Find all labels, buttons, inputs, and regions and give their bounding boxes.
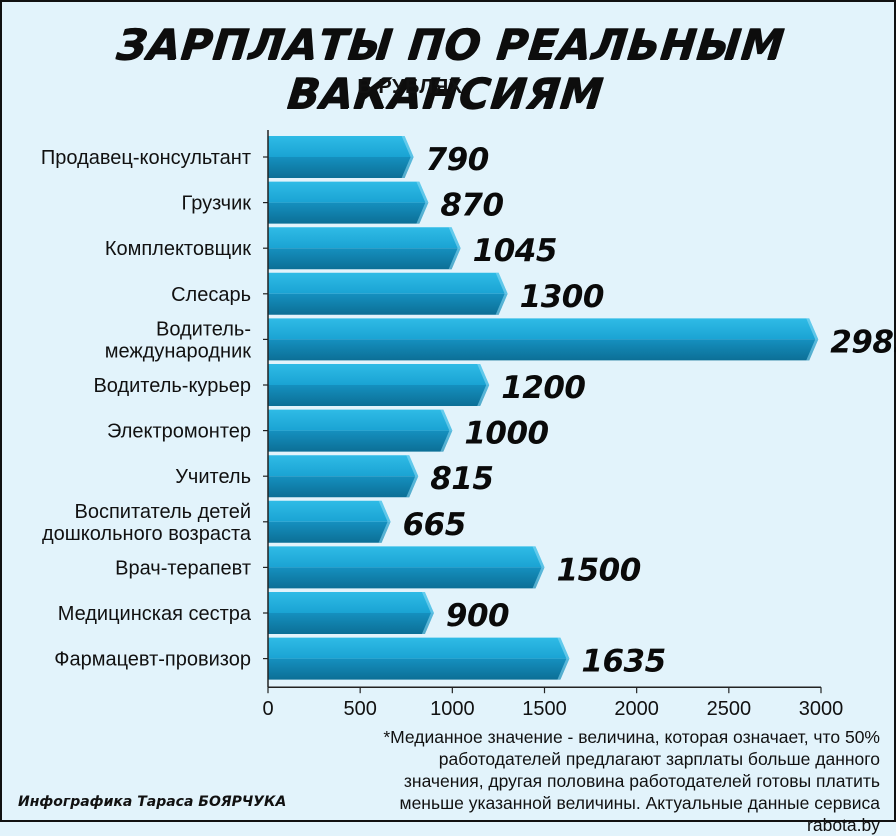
- bar-edge-highlight: [495, 272, 508, 315]
- category-label: Врач-терапевт: [115, 557, 251, 579]
- bar-top-face: [268, 227, 461, 249]
- category-label: Электромонтер: [107, 421, 251, 443]
- bar-top-face: [268, 455, 419, 477]
- author-credit: Инфографика Тараса БОЯРЧУКА: [18, 794, 287, 810]
- bar: [268, 227, 461, 270]
- category-label: Водитель-курьер: [93, 375, 251, 397]
- category-label: дошкольного возраста: [42, 523, 252, 545]
- x-tick-label: 1500: [522, 698, 567, 720]
- category-label: Учитель: [175, 466, 251, 488]
- bar-value-label: 1500: [557, 552, 641, 588]
- bar-bottom-face: [268, 202, 429, 224]
- bar: [268, 181, 429, 224]
- x-tick-label: 500: [343, 698, 376, 720]
- bar-bottom-face: [268, 385, 490, 406]
- bar-top-face: [268, 500, 391, 522]
- bar-bottom-face: [268, 430, 453, 452]
- bar-edge-highlight: [421, 592, 434, 634]
- bar-edge-highlight: [440, 409, 453, 452]
- bar-top-face: [268, 318, 819, 340]
- bar: [268, 500, 391, 543]
- bar-edge-highlight: [401, 136, 414, 178]
- category-label: Медицинская сестра: [58, 603, 252, 625]
- bar-bottom-face: [268, 613, 434, 634]
- bar-edge-highlight: [416, 181, 429, 224]
- bar-top-face: [268, 272, 508, 294]
- x-tick-label: 2000: [614, 698, 659, 720]
- bar: [268, 409, 453, 452]
- category-label: Комплектовщик: [105, 238, 251, 260]
- bar-top-face: [268, 409, 453, 431]
- bar-value-label: 1200: [501, 370, 585, 406]
- chart-subtitle: В РУБЛЯХ: [357, 76, 463, 98]
- bar-value-label: 1000: [464, 416, 548, 452]
- bar: [268, 637, 570, 680]
- x-tick-label: 0: [262, 698, 273, 720]
- bar: [268, 455, 419, 498]
- bar-top-face: [268, 546, 545, 568]
- x-tick-label: 2500: [707, 698, 752, 720]
- bar: [268, 318, 819, 361]
- bar-value-label: 1635: [581, 644, 665, 680]
- bar-bottom-face: [268, 521, 391, 543]
- bar-bottom-face: [268, 476, 419, 498]
- bar-bottom-face: [268, 567, 545, 589]
- bar-bottom-face: [268, 339, 819, 361]
- bar-value-label: 665: [403, 507, 466, 543]
- bar: [268, 272, 508, 315]
- bar-bottom-face: [268, 248, 461, 270]
- footnote: *Медианное значение - величина, которая …: [383, 727, 880, 835]
- bar-edge-highlight: [806, 318, 819, 361]
- bar-value-label: 1300: [520, 279, 604, 315]
- bar-value-label: 790: [426, 142, 489, 178]
- category-label: Воспитатель детей: [75, 501, 251, 523]
- bar-edge-highlight: [557, 637, 570, 680]
- bar-value-label: 900: [446, 598, 509, 634]
- bar-value-label: 870: [440, 188, 503, 224]
- bar-edge-highlight: [448, 227, 461, 270]
- category-label: Грузчик: [182, 193, 252, 215]
- category-label: Водитель-: [156, 318, 251, 340]
- bar-bottom-face: [268, 157, 414, 178]
- bar-edge-highlight: [406, 455, 419, 498]
- bar-top-face: [268, 136, 414, 157]
- bar: [268, 136, 414, 178]
- bar-top-face: [268, 364, 490, 385]
- x-tick-label: 3000: [799, 698, 844, 720]
- bar-top-face: [268, 181, 429, 203]
- bar-edge-highlight: [477, 364, 490, 406]
- bar-top-face: [268, 637, 570, 659]
- bar-value-label: 2985: [830, 324, 896, 360]
- category-label: Продавец-консультант: [41, 147, 251, 169]
- bar-bottom-face: [268, 658, 570, 680]
- category-label: Фармацевт-провизор: [54, 649, 251, 671]
- bar: [268, 364, 490, 406]
- bar-edge-highlight: [378, 500, 391, 543]
- category-label: международник: [105, 340, 252, 362]
- bar-bottom-face: [268, 293, 508, 315]
- bar: [268, 592, 434, 634]
- x-tick-label: 1000: [430, 698, 475, 720]
- bar-value-label: 815: [430, 461, 493, 497]
- bar: [268, 546, 545, 589]
- bar-edge-highlight: [532, 546, 545, 589]
- bar-top-face: [268, 592, 434, 613]
- category-label: Слесарь: [171, 284, 251, 306]
- bar-value-label: 1045: [473, 233, 557, 269]
